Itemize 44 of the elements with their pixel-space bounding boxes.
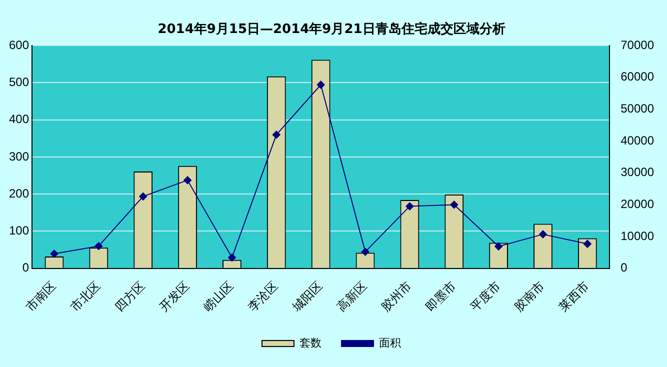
- x-tick-label: 胶州市: [378, 278, 414, 314]
- chart-title: 2014年9月15日—2014年9月21日青岛住宅成交区域分析: [158, 21, 506, 38]
- y2-tick-label: 20000: [620, 197, 654, 212]
- point: [406, 202, 414, 210]
- x-tick-label: 平度市: [468, 278, 503, 314]
- point: [450, 200, 458, 209]
- x-tick-label: 市南区: [23, 278, 59, 314]
- y2-tick-label: 70000: [620, 38, 654, 52]
- y-tick-label: 400: [8, 112, 30, 126]
- y-tick-label: 300: [8, 149, 30, 164]
- x-tick-label: 即墨市: [423, 278, 458, 314]
- point: [94, 242, 103, 250]
- point: [184, 176, 192, 184]
- x-tick-label: 莱西市: [556, 278, 592, 314]
- point: [316, 80, 325, 89]
- x-tick-label: 市北区: [68, 278, 103, 314]
- y2-tick-label: 40000: [620, 133, 654, 148]
- x-tick-label: 崂山区: [200, 278, 236, 314]
- point: [583, 240, 592, 248]
- y2-tick-label: 60000: [620, 70, 654, 84]
- y2-tick-label: 10000: [620, 228, 654, 243]
- y-tick-label: 500: [8, 75, 30, 90]
- point: [272, 130, 280, 139]
- point: [139, 192, 148, 200]
- legend-label: 套数: [300, 336, 322, 350]
- x-tick-label: 四方区: [112, 278, 148, 314]
- point: [228, 254, 236, 262]
- legend-label: 面积: [379, 336, 401, 350]
- y-tick-label: 0: [22, 260, 30, 275]
- x-tick-label: 城阳区: [289, 278, 326, 315]
- point: [494, 242, 503, 250]
- x-tick-label: 李沧区: [245, 278, 281, 314]
- x-tick-label: 高新区: [334, 278, 370, 314]
- y2-tick-label: 0: [620, 260, 628, 275]
- point: [50, 250, 58, 258]
- x-tick-label: 胶南市: [512, 278, 548, 314]
- point: [361, 248, 370, 256]
- y-tick-label: 100: [8, 224, 30, 238]
- y2-tick-label: 50000: [620, 102, 654, 116]
- y-tick-label: 600: [8, 38, 30, 52]
- x-tick-label: 开发区: [156, 278, 192, 314]
- y-tick-label: 200: [8, 186, 30, 200]
- point: [538, 230, 547, 238]
- y2-tick-label: 30000: [620, 165, 654, 180]
